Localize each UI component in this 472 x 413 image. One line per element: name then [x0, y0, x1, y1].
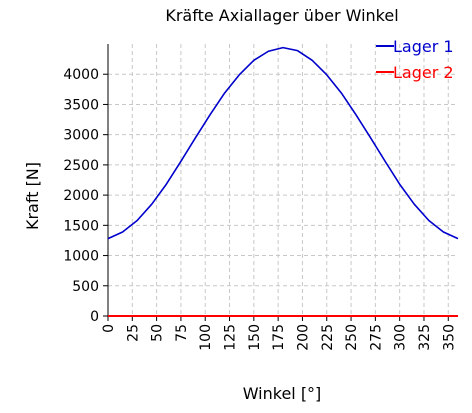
x-tick-label: 125	[223, 324, 239, 351]
x-tick-label: 100	[198, 324, 214, 351]
x-tick-label: 300	[393, 324, 409, 351]
axes: 0 25 50 75 100 125 150 175 200 225 250 275 300 325 350…	[63, 44, 458, 351]
y-tick-label: 3500	[63, 97, 99, 113]
y-tick-label: 2500	[63, 158, 99, 174]
x-axis-label: Winkel [°]	[243, 384, 322, 403]
x-tick-label: 225	[320, 324, 336, 351]
legend-label-1: Lager 1	[393, 37, 454, 56]
chart-title: Kräfte Axiallager über Winkel	[165, 6, 398, 25]
y-tick-label: 3000	[63, 128, 99, 144]
y-tick-label: 1500	[63, 218, 99, 234]
x-tick-label: 150	[247, 324, 263, 351]
x-tick-label: 350	[441, 324, 457, 351]
x-tick-label: 175	[271, 324, 287, 351]
legend-label-2: Lager 2	[393, 63, 454, 82]
y-tick-label: 4000	[63, 67, 99, 83]
series-line-1	[107, 46, 459, 240]
series	[107, 46, 459, 317]
x-tick-label: 75	[174, 324, 190, 342]
y-tick-label: 500	[72, 279, 99, 295]
x-tick-label: 50	[150, 324, 166, 342]
x-tick-label: 275	[368, 324, 384, 351]
y-tick-label: 2000	[63, 188, 99, 204]
x-tick-label: 325	[417, 324, 433, 351]
y-axis-label: Kraft [N]	[23, 162, 42, 230]
x-tick-label: 25	[125, 324, 141, 342]
grid	[108, 44, 458, 316]
x-tick-label: 200	[295, 324, 311, 351]
legend: Lager 1 Lager 2	[376, 37, 454, 82]
x-tick-label: 0	[101, 324, 117, 333]
y-tick-label: 1000	[63, 249, 99, 265]
y-tick-label: 0	[90, 309, 99, 325]
x-tick-label: 250	[344, 324, 360, 351]
